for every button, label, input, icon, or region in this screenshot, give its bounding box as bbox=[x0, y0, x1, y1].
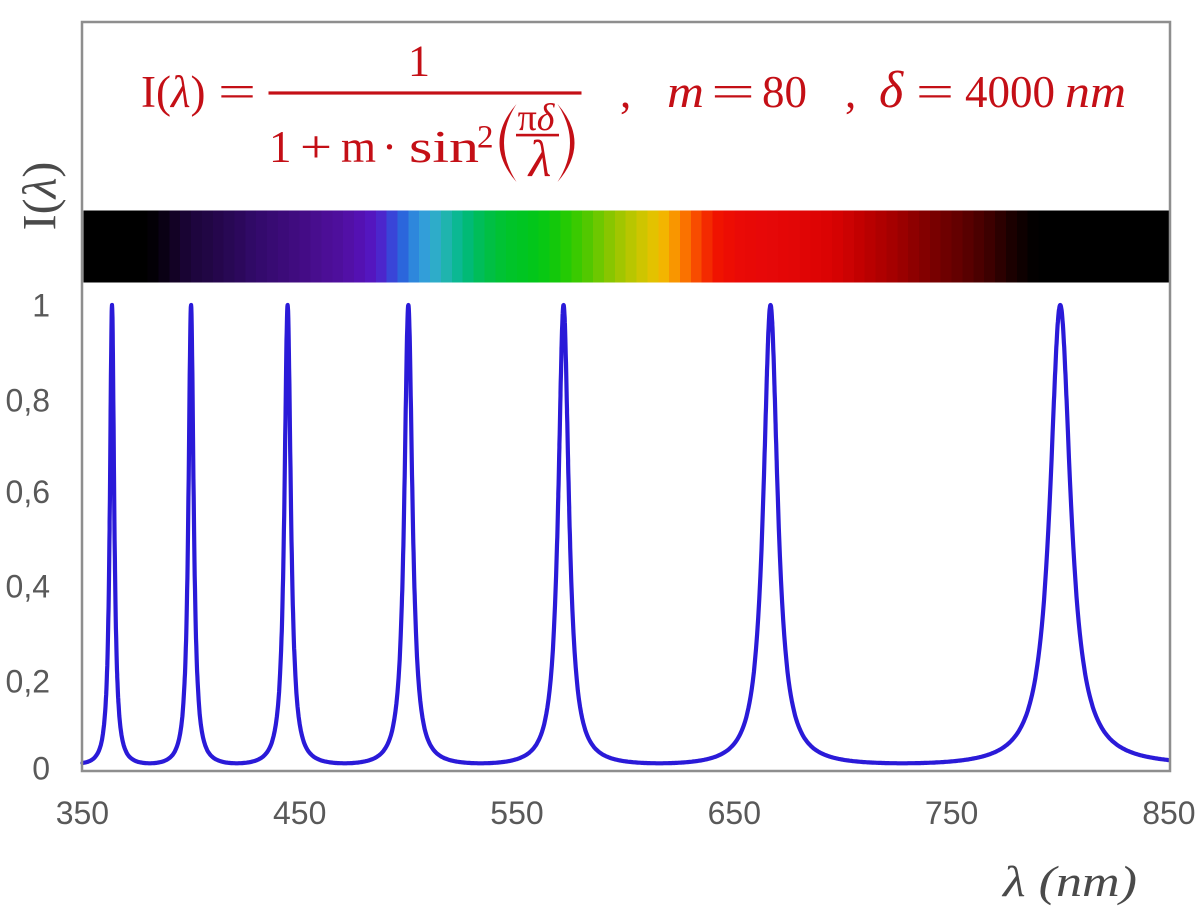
svg-text:1: 1 bbox=[32, 288, 50, 324]
svg-text:I(λ): I(λ) bbox=[14, 162, 67, 231]
svg-text:450: 450 bbox=[273, 795, 326, 831]
svg-text:=: = bbox=[916, 67, 954, 117]
svg-text:850: 850 bbox=[1142, 795, 1195, 831]
svg-text:m: m bbox=[667, 67, 704, 117]
svg-text:4000: 4000 bbox=[965, 67, 1055, 117]
svg-text:80: 80 bbox=[762, 67, 807, 117]
svg-text:2: 2 bbox=[477, 120, 494, 156]
svg-text:,: , bbox=[845, 67, 856, 117]
svg-text:+: + bbox=[300, 122, 332, 172]
svg-text:I(λ): I(λ) bbox=[141, 67, 205, 117]
svg-text:0,6: 0,6 bbox=[6, 474, 50, 510]
svg-text:δ: δ bbox=[879, 62, 904, 119]
svg-text:m: m bbox=[341, 122, 376, 172]
svg-text:=: = bbox=[218, 67, 256, 117]
svg-text:nm: nm bbox=[1065, 67, 1126, 117]
svg-text:750: 750 bbox=[925, 795, 978, 831]
svg-text:650: 650 bbox=[708, 795, 761, 831]
svg-text:0,8: 0,8 bbox=[6, 383, 50, 419]
svg-text:1: 1 bbox=[408, 37, 430, 86]
svg-text:λ: λ bbox=[527, 131, 552, 188]
svg-text:0: 0 bbox=[32, 751, 50, 787]
svg-text:0,4: 0,4 bbox=[6, 569, 50, 605]
svg-text:λ (nm): λ (nm) bbox=[1001, 859, 1137, 906]
svg-text:·: · bbox=[382, 122, 397, 172]
svg-text:sin: sin bbox=[409, 122, 479, 172]
svg-text:0,2: 0,2 bbox=[6, 664, 50, 700]
svg-text:550: 550 bbox=[490, 795, 543, 831]
svg-text:=: = bbox=[711, 67, 755, 117]
svg-text:350: 350 bbox=[56, 795, 109, 831]
svg-text:1: 1 bbox=[269, 122, 292, 172]
svg-text:,: , bbox=[620, 67, 631, 117]
svg-text:πδ: πδ bbox=[518, 97, 556, 139]
